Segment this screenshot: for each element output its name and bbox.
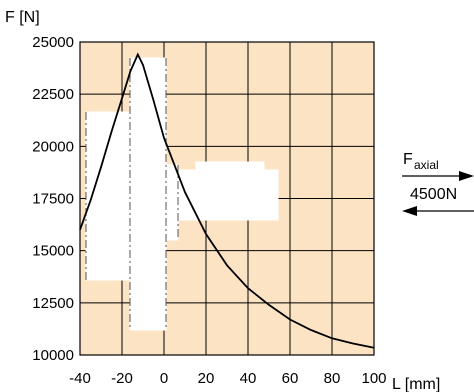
x-tick-label: 40 [240, 370, 257, 387]
y-tick-label: 25000 [32, 34, 74, 51]
y-tick-label: 10000 [32, 347, 74, 364]
load-curve [79, 52, 375, 349]
plot-frame [79, 41, 375, 356]
x-tick-label: 60 [282, 370, 299, 387]
y-tick-label: 17500 [32, 191, 74, 208]
x-axis-label: L [mm] [392, 376, 440, 392]
axial-force-annotation: F axial 4500N [402, 151, 474, 216]
force-label: F [403, 151, 413, 168]
x-tick-label: -40 [69, 370, 91, 387]
x-tick-label: -20 [111, 370, 133, 387]
force-value: 4500N [410, 186, 457, 203]
y-tick-label: 20000 [32, 138, 74, 155]
y-tick-label: 15000 [32, 243, 74, 260]
arrow-left-head-icon [402, 206, 417, 216]
x-tick-label: 0 [160, 370, 168, 387]
y-tick-labels: 10000 12500 15000 17500 20000 22500 25000 [32, 34, 74, 364]
y-tick-label: 22500 [32, 86, 74, 103]
force-subscript: axial [414, 158, 439, 172]
x-tick-labels: -40 -20 0 20 40 60 80 100 [69, 370, 386, 387]
y-axis-label: F [N] [5, 9, 40, 26]
bearing-outline [85, 58, 179, 330]
x-tick-label: 100 [361, 370, 386, 387]
arrow-right-head-icon [459, 171, 474, 181]
y-tick-label: 12500 [32, 295, 74, 312]
x-tick-label: 80 [324, 370, 341, 387]
x-tick-label: 20 [198, 370, 215, 387]
